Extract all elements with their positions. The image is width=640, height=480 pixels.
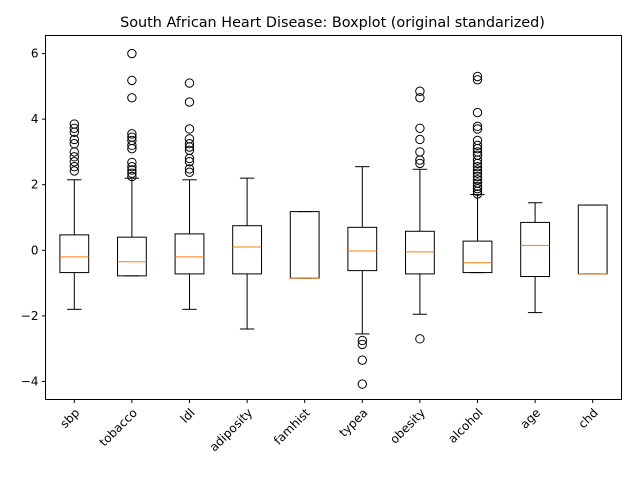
outlier-point	[69, 166, 80, 176]
box-group-age	[520, 202, 551, 314]
outlier-point	[184, 139, 195, 149]
outlier-point	[357, 379, 367, 389]
outlier-point	[127, 135, 137, 146]
outlier-point	[472, 124, 483, 134]
outlier-point	[184, 78, 195, 88]
outlier-point	[415, 158, 425, 169]
outlier-point	[472, 135, 483, 146]
outlier-point	[472, 75, 483, 85]
y-tick-label: 4	[31, 112, 39, 126]
outlier-point	[357, 335, 367, 346]
box-iqr	[59, 234, 90, 274]
box-iqr	[174, 233, 205, 275]
plot-marks	[59, 48, 608, 389]
outlier-point	[184, 124, 195, 134]
box-group-typea	[347, 166, 378, 389]
y-axis: −4 −2 0 2 4 6	[21, 47, 46, 388]
plot-frame	[45, 35, 622, 400]
x-tick-label-typea: typea	[336, 406, 370, 440]
x-tick-label-ldl: ldl	[178, 406, 198, 426]
outlier-point	[127, 48, 137, 59]
outlier-point	[472, 150, 483, 160]
box-iqr	[289, 211, 320, 279]
x-tick-label-famhist: famhist	[271, 406, 313, 448]
box-iqr	[520, 221, 551, 278]
box-group-adiposity	[232, 177, 262, 330]
outlier-point	[472, 178, 483, 188]
outlier-point	[184, 97, 195, 107]
box-iqr	[232, 225, 262, 275]
outlier-point	[472, 140, 483, 151]
box-group-famhist	[289, 211, 320, 279]
outlier-point	[69, 123, 80, 134]
outlier-point	[127, 75, 137, 86]
outlier-point	[357, 339, 367, 350]
x-tick-label-adiposity: adiposity	[207, 406, 256, 455]
y-tick-label: −4	[21, 374, 39, 388]
box-group-tobacco	[117, 48, 147, 277]
outlier-point	[415, 334, 425, 344]
outlier-point	[415, 147, 425, 157]
outlier-point	[69, 147, 80, 157]
outlier-point	[127, 168, 137, 178]
outlier-point	[184, 164, 195, 174]
outlier-point	[472, 165, 483, 175]
outlier-point	[69, 139, 80, 149]
outlier-point	[184, 167, 195, 177]
box-iqr	[117, 236, 147, 277]
x-tick-label-obesity: obesity	[387, 406, 428, 447]
outlier-point	[472, 107, 483, 118]
outlier-point	[472, 171, 483, 182]
outlier-point	[472, 121, 483, 132]
outlier-point	[69, 119, 80, 129]
y-tick-label: −2	[21, 309, 39, 323]
box-group-alcohol	[462, 71, 493, 274]
outlier-point	[184, 145, 195, 155]
outlier-point	[357, 355, 367, 365]
outlier-point	[69, 161, 80, 172]
outlier-point	[127, 161, 137, 172]
chart-title: South African Heart Disease: Boxplot (or…	[120, 15, 545, 31]
outlier-point	[69, 157, 80, 167]
outlier-point	[472, 175, 483, 185]
outlier-point	[472, 161, 483, 172]
outlier-point	[127, 157, 137, 168]
outlier-point	[69, 134, 80, 145]
x-axis: sbp tobacco ldl adiposity famhist typea obesit…	[57, 399, 601, 455]
y-tick-label: 2	[31, 178, 39, 192]
box-group-obesity	[405, 86, 435, 344]
outlier-point	[127, 165, 137, 175]
outlier-point	[415, 134, 425, 145]
outlier-point	[472, 181, 483, 192]
outlier-point	[472, 71, 483, 82]
outlier-point	[415, 123, 425, 134]
outlier-point	[184, 157, 195, 167]
outlier-point	[415, 86, 425, 96]
box-group-ldl	[174, 78, 205, 310]
outlier-point	[127, 129, 137, 139]
outlier-point	[127, 132, 137, 142]
y-tick-label: 0	[31, 243, 39, 257]
box-iqr	[577, 204, 608, 275]
box-group-sbp	[59, 119, 90, 310]
y-tick-label: 6	[31, 47, 39, 61]
outlier-point	[415, 93, 425, 103]
x-tick-label-age: age	[518, 406, 544, 432]
box-iqr	[405, 230, 435, 275]
outlier-point	[472, 168, 483, 178]
x-tick-label-tobacco: tobacco	[96, 406, 140, 450]
box-iqr	[462, 240, 493, 274]
x-tick-label-chd: chd	[575, 406, 600, 431]
outlier-point	[472, 189, 483, 199]
x-tick-label-alcohol: alcohol	[445, 406, 485, 446]
outlier-point	[184, 134, 195, 144]
outlier-point	[127, 171, 137, 182]
outlier-point	[69, 152, 80, 162]
box-iqr	[347, 226, 378, 272]
box-group-chd	[577, 204, 608, 275]
outlier-point	[127, 93, 137, 103]
x-tick-label-sbp: sbp	[57, 406, 82, 431]
outlier-point	[472, 147, 483, 157]
